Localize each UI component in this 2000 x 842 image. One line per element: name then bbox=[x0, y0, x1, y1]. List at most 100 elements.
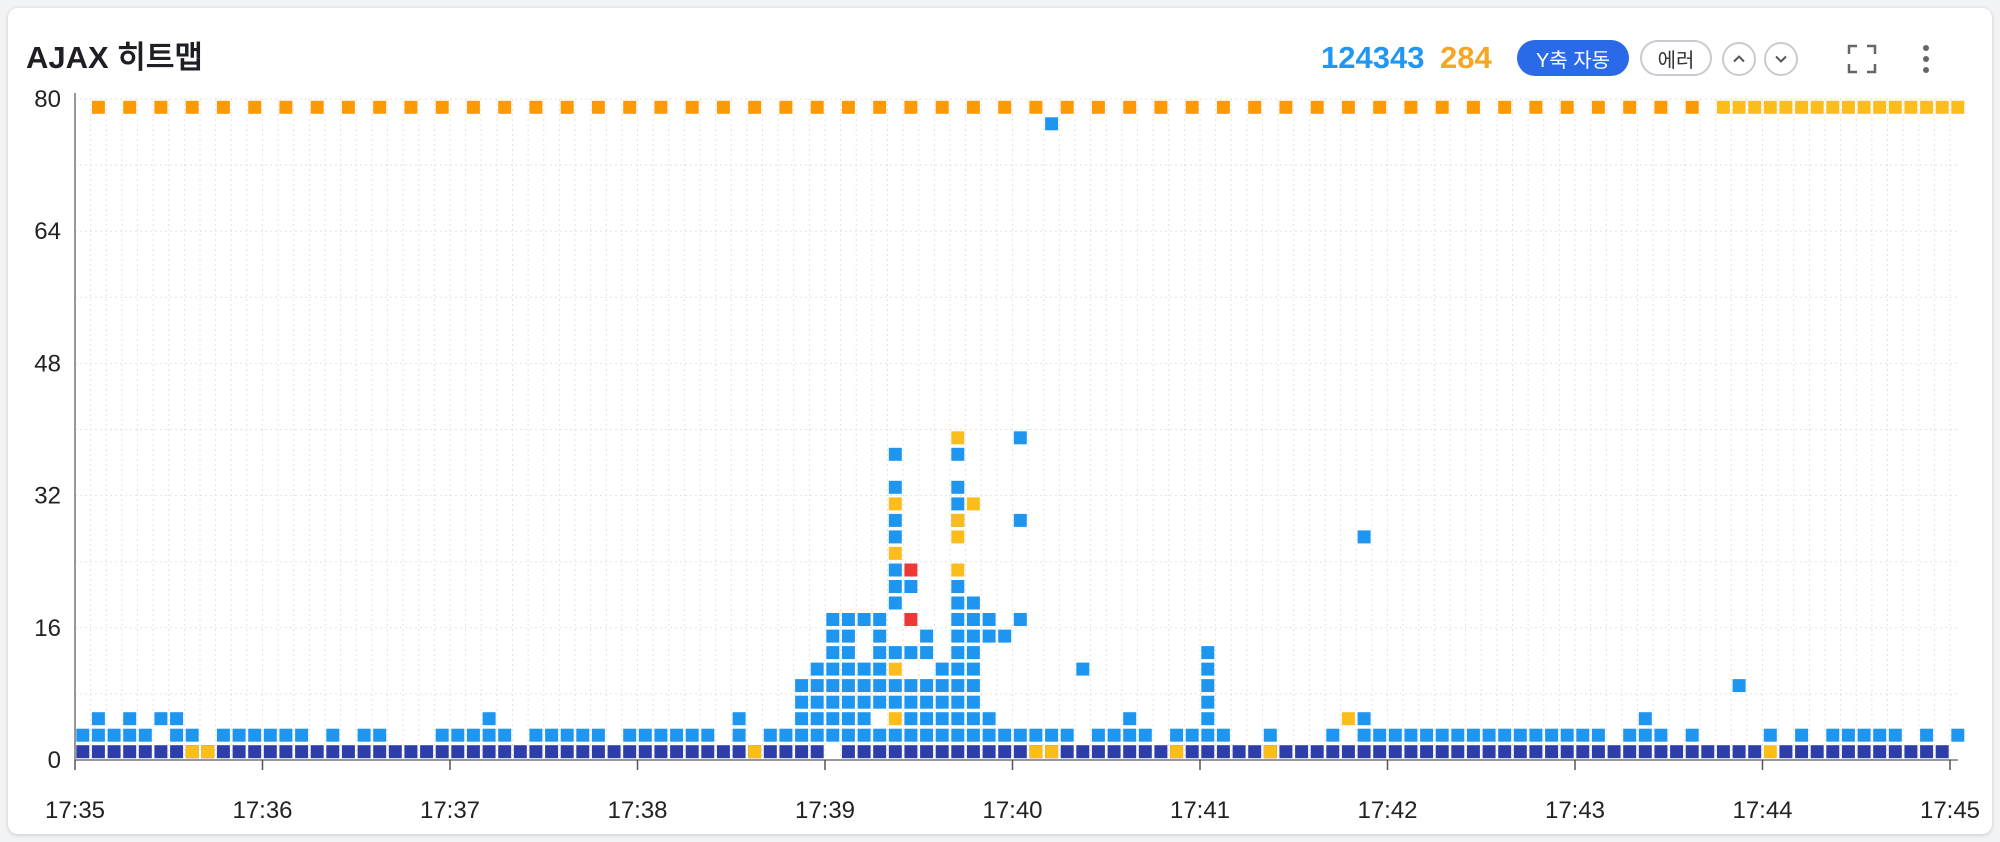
heatmap-cell-normal-dark bbox=[1138, 745, 1152, 759]
heatmap-cell-normal bbox=[810, 695, 824, 709]
heatmap-cell-slow bbox=[1263, 745, 1277, 759]
heatmap-cell-slow bbox=[966, 497, 980, 511]
heatmap-cell-normal bbox=[951, 613, 965, 626]
heatmap-cell-slow bbox=[1810, 100, 1824, 114]
heatmap-cell-very-slow bbox=[998, 100, 1012, 114]
heatmap-cell-normal bbox=[795, 695, 809, 709]
heatmap-cell-normal-dark bbox=[1216, 745, 1230, 759]
heatmap-cell-normal bbox=[826, 629, 840, 643]
heatmap-cell-normal bbox=[920, 695, 934, 709]
x-tick-label: 17:38 bbox=[607, 797, 667, 824]
heatmap-cell-normal bbox=[951, 480, 965, 494]
heatmap-cell-normal bbox=[904, 695, 918, 709]
heatmap-cell-normal bbox=[1795, 728, 1809, 742]
heatmap-cell-normal bbox=[951, 497, 965, 511]
heatmap-cell-normal-dark bbox=[170, 745, 184, 759]
more-options-button[interactable] bbox=[1909, 42, 1943, 76]
heatmap-cell-normal bbox=[1560, 728, 1574, 742]
heatmap-cell-slow bbox=[1748, 100, 1762, 114]
heatmap-cell-slow bbox=[1732, 100, 1746, 114]
y-tick-label: 0 bbox=[48, 747, 61, 774]
heatmap-cell-normal bbox=[841, 728, 855, 742]
heatmap-cell-slow bbox=[748, 745, 762, 759]
heatmap-cell-normal bbox=[873, 695, 887, 709]
heatmap-cell-normal-dark bbox=[357, 745, 371, 759]
heatmap-cell-normal bbox=[966, 596, 980, 610]
heatmap-cell-normal bbox=[1201, 695, 1215, 709]
heatmap-cell-very-slow bbox=[1685, 100, 1699, 114]
heatmap-cell-very-slow bbox=[1529, 100, 1543, 114]
heatmap-cell-normal-dark bbox=[982, 745, 996, 759]
heatmap-cell-normal-dark bbox=[263, 745, 277, 759]
heatmap-cell-normal-dark bbox=[295, 745, 309, 759]
heatmap-cell-normal bbox=[888, 679, 902, 693]
x-tick-label: 17:39 bbox=[795, 797, 855, 824]
heatmap-cell-normal bbox=[685, 728, 699, 742]
heatmap-cell-normal bbox=[1388, 728, 1402, 742]
heatmap-cell-normal bbox=[1685, 728, 1699, 742]
heatmap-cell-normal-dark bbox=[1107, 745, 1121, 759]
heatmap-cell-very-slow bbox=[1373, 100, 1387, 114]
heatmap-cell-normal bbox=[232, 728, 246, 742]
heatmap-cell-normal bbox=[966, 679, 980, 693]
heatmap-cell-normal bbox=[841, 662, 855, 676]
heatmap-cell-normal-dark bbox=[888, 745, 902, 759]
error-filter-button[interactable]: 에러 bbox=[1640, 40, 1712, 76]
heatmap-cell-normal bbox=[1201, 662, 1215, 676]
heatmap-cell-slow bbox=[1920, 100, 1934, 114]
heatmap-cell-very-slow bbox=[935, 100, 949, 114]
heatmap-cell-normal-dark bbox=[1357, 745, 1371, 759]
heatmap-cell-normal bbox=[76, 728, 90, 742]
heatmap-cell-normal bbox=[826, 712, 840, 726]
heatmap-cell-normal bbox=[951, 728, 965, 742]
heatmap-cell-normal bbox=[1591, 728, 1605, 742]
y-tick-label: 16 bbox=[34, 615, 61, 642]
heatmap-cell-normal-dark bbox=[529, 745, 543, 759]
heatmap-cell-normal bbox=[841, 695, 855, 709]
heatmap-cell-normal bbox=[1841, 728, 1855, 742]
heatmap-cell-normal-dark bbox=[138, 745, 152, 759]
heatmap-cell-normal bbox=[951, 596, 965, 610]
heatmap-cell-normal-dark bbox=[1920, 745, 1934, 759]
heatmap-cell-normal bbox=[1545, 728, 1559, 742]
heatmap-cell-normal-dark bbox=[795, 745, 809, 759]
heatmap-cell-normal-dark bbox=[1513, 745, 1527, 759]
heatmap-cell-normal bbox=[966, 695, 980, 709]
x-tick-label: 17:40 bbox=[982, 797, 1042, 824]
heatmap-cell-normal bbox=[1623, 728, 1637, 742]
fullscreen-button[interactable] bbox=[1845, 42, 1879, 76]
heatmap-cell-slow bbox=[1904, 100, 1918, 114]
heatmap-cell-normal bbox=[1420, 728, 1434, 742]
scroll-up-button[interactable] bbox=[1722, 42, 1756, 76]
heatmap-cell-normal-dark bbox=[998, 745, 1012, 759]
heatmap-cell-slow bbox=[1029, 745, 1043, 759]
heatmap-cell-normal bbox=[91, 728, 105, 742]
heatmap-cell-slow bbox=[888, 546, 902, 560]
heatmap-cell-very-slow bbox=[341, 100, 355, 114]
heatmap-cell-normal bbox=[841, 629, 855, 643]
heatmap-cell-normal-dark bbox=[388, 745, 402, 759]
heatmap-cell-normal-dark bbox=[216, 745, 230, 759]
heatmap-cell-normal-dark bbox=[466, 745, 480, 759]
heatmap-cell-normal-dark bbox=[1623, 745, 1637, 759]
heatmap-cell-normal bbox=[841, 712, 855, 726]
heatmap-cell-normal bbox=[1357, 530, 1371, 544]
heatmap-cell-normal bbox=[873, 613, 887, 626]
heatmap-cell-normal bbox=[1045, 117, 1059, 131]
y-axis-auto-button[interactable]: Y축 자동 bbox=[1517, 40, 1629, 76]
x-tick-label: 17:44 bbox=[1732, 797, 1792, 824]
heatmap-cell-normal-dark bbox=[107, 745, 121, 759]
heatmap-cell-normal bbox=[795, 679, 809, 693]
heatmap-cell-normal bbox=[826, 679, 840, 693]
scroll-down-button[interactable] bbox=[1764, 42, 1798, 76]
heatmap-cell-normal bbox=[576, 728, 590, 742]
heatmap-cell-slow bbox=[951, 431, 965, 445]
heatmap-cell-normal bbox=[248, 728, 262, 742]
heatmap-cell-very-slow bbox=[248, 100, 262, 114]
heatmap-cell-very-slow bbox=[435, 100, 449, 114]
heatmap-cell-normal bbox=[998, 629, 1012, 643]
heatmap-cell-normal bbox=[1263, 728, 1277, 742]
heatmap-cell-very-slow bbox=[1029, 100, 1043, 114]
heatmap-cell-normal bbox=[966, 646, 980, 660]
